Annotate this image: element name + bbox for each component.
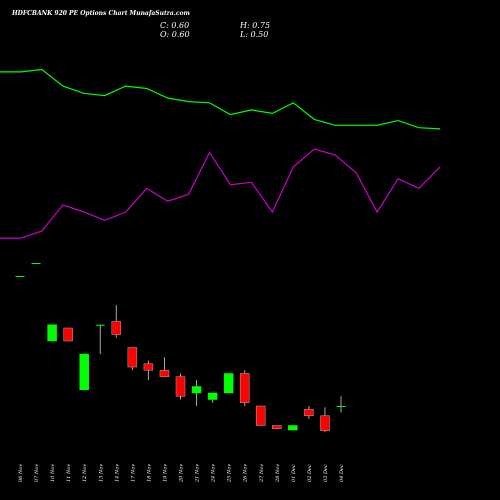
candle-body [207, 392, 218, 400]
candle-body [79, 353, 89, 390]
candle-17 [272, 425, 282, 429]
x-tick-label: 19 Nov [162, 464, 168, 482]
candle-body [175, 376, 186, 397]
candle-3 [47, 324, 57, 342]
candle-16 [256, 405, 266, 426]
candle-10 [159, 357, 170, 377]
x-tick-label: 18 Nov [146, 464, 152, 482]
x-tick-label: 28 Nov [275, 464, 281, 483]
candle-4 [63, 327, 73, 342]
candle-5 [79, 353, 89, 390]
x-tick-label: 17 Nov [130, 464, 136, 482]
x-tick-label: 10 Nov [50, 464, 56, 482]
candle-11 [175, 373, 186, 400]
candle-body [191, 386, 202, 394]
candle-body [95, 324, 105, 326]
candle-2 [31, 263, 41, 264]
x-tick-label: 24 Nov [211, 464, 217, 483]
x-tick-label: 01 Dec [291, 464, 297, 482]
chart-title: HDFCBANK 920 PE Options Chart MunafaSutr… [11, 10, 190, 17]
x-tick-label: 21 Nov [195, 464, 201, 483]
x-axis-ticks: 06 Nov 07 Nov 10 Nov 11 Nov 12 Nov 13 Nov 14 N… [18, 464, 345, 483]
candle-21 [336, 396, 346, 413]
close-label: C: 0.60 [160, 21, 189, 30]
indicator-line-2 [0, 148, 441, 239]
candlesticks [15, 263, 346, 432]
x-tick-label: 06 Nov [18, 464, 24, 482]
x-tick-label: 25 Nov [227, 464, 233, 483]
candle-body [320, 415, 330, 431]
candle-6 [95, 324, 105, 354]
x-tick-label: 11 Nov [66, 464, 72, 482]
x-tick-label: 04 Dec [339, 464, 345, 482]
candle-body [159, 370, 170, 377]
candle-body [15, 276, 25, 277]
candle-body [336, 406, 346, 407]
indicator-line-1 [0, 68, 441, 130]
x-tick-label: 13 Nov [98, 464, 104, 482]
x-tick-label: 27 Nov [259, 464, 265, 483]
candle-7 [111, 305, 122, 338]
x-tick-label: 14 Nov [114, 464, 120, 482]
candle-19 [304, 406, 314, 419]
candle-body [256, 405, 266, 426]
indicator-lines [0, 68, 441, 239]
x-tick-label: 20 Nov [179, 464, 185, 483]
candle-14 [223, 373, 234, 394]
open-label: O: 0.60 [160, 30, 190, 39]
candle-body [127, 347, 138, 368]
x-tick-label: 02 Dec [307, 464, 313, 482]
x-tick-label: 07 Nov [34, 464, 40, 482]
candle-1 [15, 276, 25, 277]
candle-9 [143, 360, 154, 380]
candle-18 [288, 425, 298, 431]
candle-body [272, 425, 282, 429]
candle-body [47, 324, 57, 342]
candle-8 [127, 347, 138, 371]
candle-body [143, 363, 154, 371]
candle-body [304, 409, 314, 416]
candle-body [223, 373, 234, 394]
candle-body [111, 321, 122, 335]
x-tick-label: 12 Nov [82, 464, 88, 482]
candle-12 [191, 380, 202, 406]
candle-body [288, 425, 298, 431]
x-tick-label: 03 Dec [323, 464, 329, 482]
low-label: L: 0.50 [239, 30, 268, 39]
high-label: H: 0.75 [239, 21, 270, 30]
candle-20 [320, 407, 330, 432]
x-tick-label: 26 Nov [243, 464, 249, 483]
candle-13 [207, 392, 218, 403]
candle-body [31, 263, 41, 264]
candle-15 [239, 370, 250, 406]
candle-body [63, 327, 73, 342]
candle-body [239, 373, 250, 403]
